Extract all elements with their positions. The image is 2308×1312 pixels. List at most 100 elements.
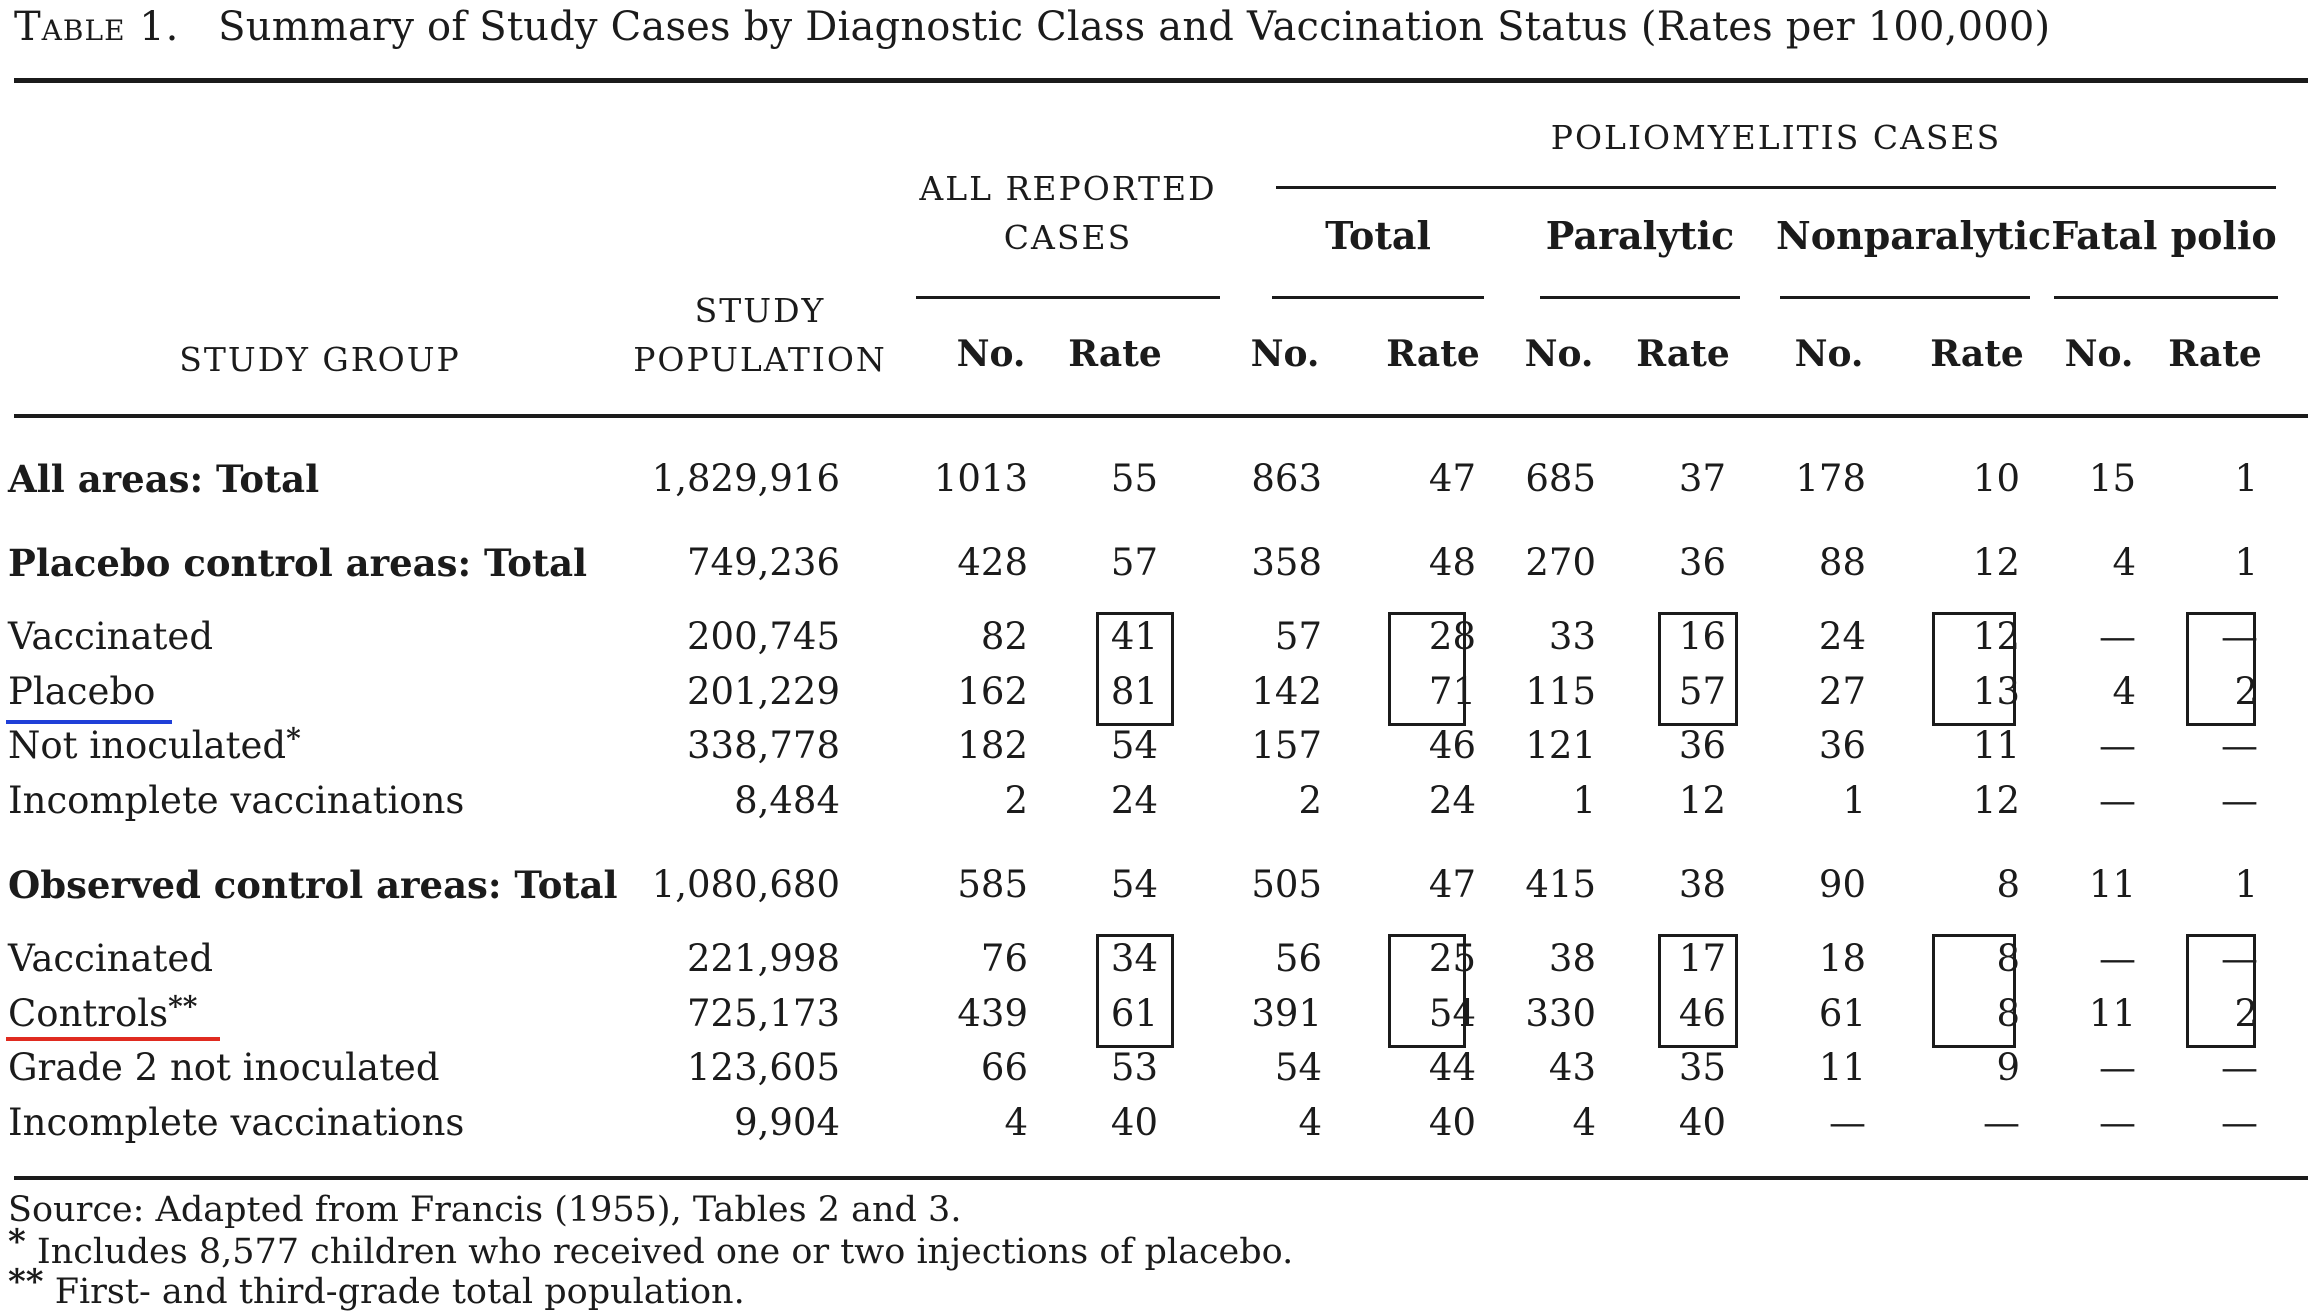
cell-total-rate: 71: [1428, 670, 1476, 713]
box-placebo-areas-nonparalytic-rate: [1932, 612, 2016, 726]
cell-study-population: 9,904: [734, 1101, 840, 1144]
header-all-reported-line1: ALL REPORTED: [919, 169, 1217, 208]
cell-total-no: 505: [1251, 863, 1322, 906]
cell-fatal-rate: —: [2221, 779, 2258, 822]
row-label: Incomplete vaccinations: [8, 779, 464, 822]
cell-paralytic-no: 33: [1548, 615, 1596, 658]
row-label-footnote-mark: **: [168, 990, 198, 1023]
cell-fatal-rate: —: [2221, 724, 2258, 767]
row-label-text: All areas: Total: [8, 457, 320, 501]
cell-paralytic-rate: 16: [1678, 615, 1726, 658]
table-number: Table 1.: [14, 4, 180, 50]
cell-paralytic-no: 121: [1525, 724, 1596, 767]
header-study-population-line2: POPULATION: [633, 340, 887, 379]
placebo-underline: [6, 720, 172, 724]
cell-nonparalytic-no: —: [1829, 1101, 1866, 1144]
cell-fatal-no: —: [2099, 937, 2136, 980]
cell-total-no: 2: [1298, 779, 1322, 822]
cell-fatal-no: 11: [2088, 992, 2136, 1035]
cell-study-population: 200,745: [686, 615, 840, 658]
colhead-nonparalytic-no: No.: [1794, 333, 1864, 375]
cell-paralytic-rate: 40: [1678, 1101, 1726, 1144]
cell-all-rate: 55: [1110, 457, 1158, 500]
cell-paralytic-rate: 57: [1678, 670, 1726, 713]
cell-paralytic-rate: 37: [1678, 457, 1726, 500]
cell-total-rate: 46: [1428, 724, 1476, 767]
cell-nonparalytic-rate: 12: [1972, 615, 2020, 658]
footnote-2: ** First- and third-grade total populati…: [8, 1262, 745, 1312]
sub-rule-nonparalytic: [1780, 296, 2030, 299]
footnote-source: Source: Adapted from Francis (1955), Tab…: [8, 1190, 962, 1230]
cell-total-rate: 24: [1428, 779, 1476, 822]
cell-study-population: 201,229: [686, 670, 840, 713]
cell-fatal-rate: 1: [2234, 541, 2258, 584]
controls-underline: [6, 1037, 220, 1041]
cell-nonparalytic-no: 178: [1795, 457, 1866, 500]
cell-paralytic-rate: 46: [1678, 992, 1726, 1035]
header-bottom-rule: [14, 414, 2308, 418]
cell-nonparalytic-no: 90: [1818, 863, 1866, 906]
cell-paralytic-no: 43: [1548, 1046, 1596, 1089]
cell-study-population: 221,998: [686, 937, 840, 980]
cell-total-no: 391: [1251, 992, 1322, 1035]
header-study-population-line1: STUDY: [694, 291, 826, 330]
cell-total-rate: 28: [1428, 615, 1476, 658]
row-label-text: Observed control areas: Total: [8, 863, 618, 907]
cell-paralytic-no: 415: [1525, 863, 1596, 906]
cell-study-population: 749,236: [686, 541, 840, 584]
row-label: Vaccinated: [8, 937, 213, 980]
header-sub-paralytic: Paralytic: [1545, 213, 1735, 258]
cell-fatal-rate: 2: [2234, 992, 2258, 1035]
cell-all-rate: 53: [1110, 1046, 1158, 1089]
header-sub-nonparalytic: Nonparalytic: [1776, 213, 2052, 258]
row-label-text: Placebo control areas: Total: [8, 541, 588, 585]
box-observed-areas-all-rate: [1096, 934, 1174, 1048]
row-label-footnote-mark: *: [286, 722, 301, 755]
cell-fatal-no: —: [2099, 1046, 2136, 1089]
cell-nonparalytic-no: 11: [1818, 1046, 1866, 1089]
header-poliomyelitis-cases: POLIOMYELITIS CASES: [1550, 118, 2002, 157]
colhead-paralytic-no: No.: [1524, 333, 1594, 375]
footnote-1-text: Includes 8,577 children who received one…: [36, 1232, 1294, 1272]
cell-total-no: 358: [1251, 541, 1322, 584]
cell-paralytic-no: 4: [1572, 1101, 1596, 1144]
cell-all-rate: 81: [1110, 670, 1158, 713]
row-label-text: Vaccinated: [8, 615, 213, 658]
cell-paralytic-rate: 38: [1678, 863, 1726, 906]
colhead-total-rate: Rate: [1386, 333, 1480, 375]
cell-fatal-no: 4: [2112, 670, 2136, 713]
cell-all-rate: 40: [1110, 1101, 1158, 1144]
colhead-all-no: No.: [956, 333, 1026, 375]
cell-all-no: 428: [957, 541, 1028, 584]
row-label: Incomplete vaccinations: [8, 1101, 464, 1144]
cell-all-rate: 34: [1110, 937, 1158, 980]
cell-total-rate: 54: [1428, 992, 1476, 1035]
cell-paralytic-rate: 35: [1678, 1046, 1726, 1089]
colhead-paralytic-rate: Rate: [1636, 333, 1730, 375]
cell-fatal-no: —: [2099, 1101, 2136, 1144]
cell-all-no: 2: [1004, 779, 1028, 822]
sub-rule-total: [1272, 296, 1484, 299]
cell-fatal-rate: 1: [2234, 457, 2258, 500]
cell-nonparalytic-no: 61: [1818, 992, 1866, 1035]
cell-study-population: 123,605: [686, 1046, 840, 1089]
cell-all-no: 76: [980, 937, 1028, 980]
footnote-2-mark: **: [8, 1262, 44, 1302]
cell-study-population: 725,173: [686, 992, 840, 1035]
cell-all-no: 1013: [933, 457, 1028, 500]
header-all-reported-line2: CASES: [1003, 218, 1133, 257]
cell-paralytic-no: 115: [1525, 670, 1596, 713]
footnote-2-text: First- and third-grade total population.: [54, 1272, 745, 1312]
cell-total-rate: 47: [1428, 457, 1476, 500]
footnote-1-mark: *: [8, 1222, 26, 1262]
cell-paralytic-rate: 36: [1678, 724, 1726, 767]
cell-nonparalytic-rate: 13: [1972, 670, 2020, 713]
cell-all-rate: 24: [1110, 779, 1158, 822]
cell-total-no: 56: [1274, 937, 1322, 980]
cell-nonparalytic-rate: 12: [1972, 779, 2020, 822]
cell-paralytic-no: 270: [1525, 541, 1596, 584]
cell-nonparalytic-rate: 9: [1996, 1046, 2020, 1089]
colhead-all-rate: Rate: [1068, 333, 1162, 375]
cell-nonparalytic-rate: —: [1983, 1101, 2020, 1144]
